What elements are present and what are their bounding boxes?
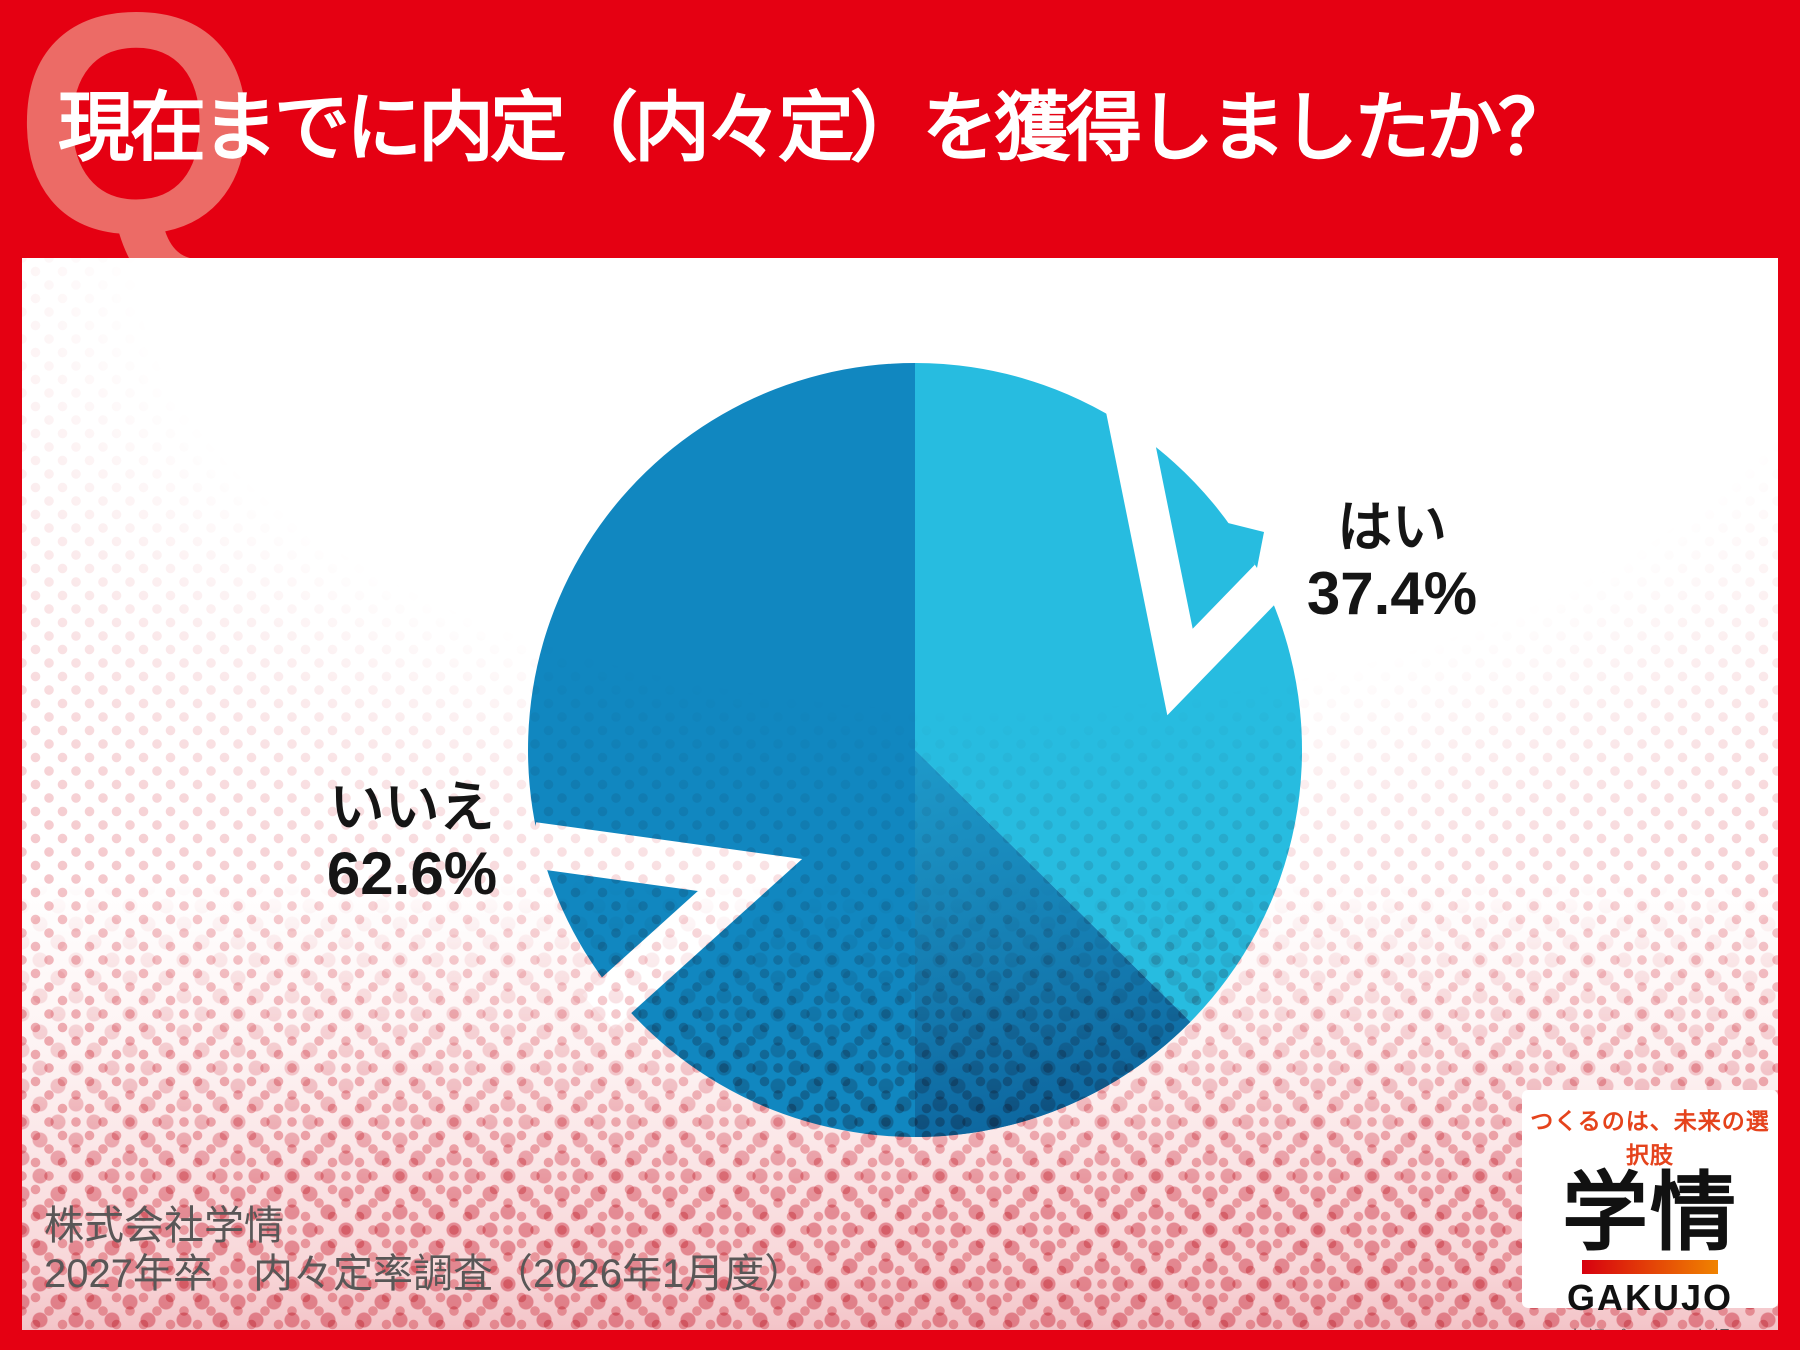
logo-latin: GAKUJO — [1566, 1276, 1734, 1318]
page-title: 現在までに内定（内々定）を獲得しましたか？ — [58, 86, 1574, 171]
source-note: 株式会社学情 2027年卒 内々定率調査（2026年1月度） — [44, 1202, 804, 1298]
label-no-percent: 62.6% — [326, 840, 498, 908]
logo-listing: 東証プライム上場 — [1522, 1324, 1778, 1330]
chart-card: はい 37.4% いいえ 62.6% 株式会社学情 2027年卒 内々定率調査（… — [22, 258, 1778, 1330]
source-line1: 株式会社学情 — [44, 1204, 284, 1248]
logo-tagline: つくるのは、未来の選択肢 — [1530, 1108, 1770, 1168]
label-yes: はい 37.4% — [1202, 496, 1582, 628]
source-line2: 2027年卒 内々定率調査（2026年1月度） — [44, 1252, 805, 1296]
logo-kanji: 学情 — [1562, 1165, 1738, 1261]
logo-gradient-bar — [1582, 1259, 1718, 1274]
q-watermark: Q — [14, 0, 260, 299]
label-no-name: いいえ — [329, 776, 495, 838]
gakujo-logo: つくるのは、未来の選択肢 学情 GAKUJO 東証プライム上場 — [1522, 1090, 1778, 1330]
label-yes-percent: 37.4% — [1306, 560, 1478, 628]
label-no: いいえ 62.6% — [222, 776, 602, 908]
label-yes-name: はい — [1336, 496, 1447, 558]
